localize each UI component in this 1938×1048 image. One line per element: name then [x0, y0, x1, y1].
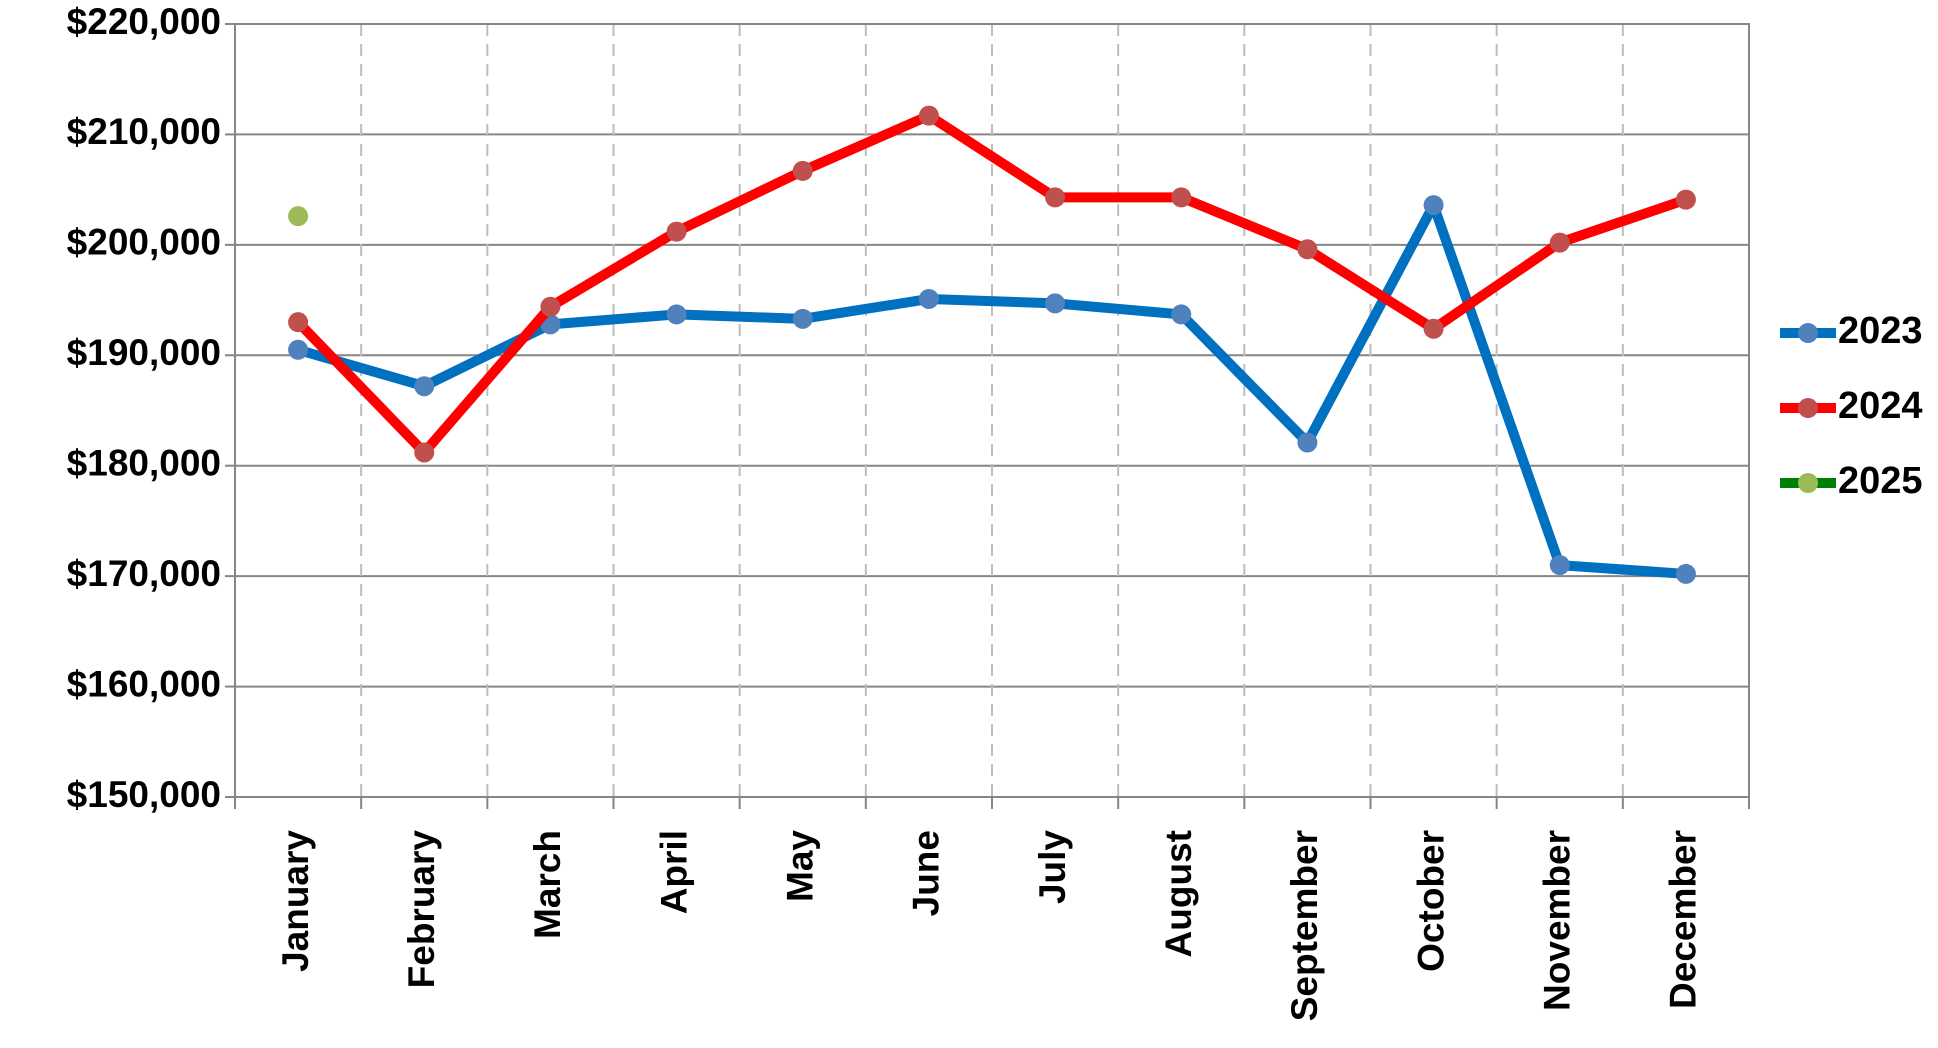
marker [1171, 304, 1192, 325]
plot-border [234, 23, 1750, 798]
marker [1045, 187, 1066, 208]
marker [792, 308, 813, 329]
marker [1549, 555, 1570, 576]
y-tick-label: $200,000 [67, 222, 221, 263]
y-tick-label: $180,000 [67, 442, 221, 483]
x-tick-label: March [527, 830, 568, 939]
marker [414, 376, 435, 397]
x-tick-label: September [1284, 830, 1325, 1021]
legend-label: 2023 [1838, 310, 1923, 352]
x-tick-label: February [401, 830, 442, 989]
y-tick-label: $220,000 [67, 1, 221, 42]
marker [918, 105, 939, 126]
marker [1549, 232, 1570, 253]
x-tick-label: December [1663, 830, 1704, 1009]
marker [1297, 239, 1318, 260]
legend-label: 2024 [1838, 385, 1923, 427]
legend-marker [1798, 473, 1818, 493]
y-tick-label: $160,000 [67, 663, 221, 704]
marker [540, 296, 561, 317]
x-tick-label: April [653, 830, 694, 914]
legend-marker [1798, 398, 1818, 418]
x-tick-label: August [1158, 830, 1199, 957]
series-line [294, 110, 1688, 458]
marker [288, 206, 309, 227]
marker [666, 304, 687, 325]
marker [1423, 318, 1444, 339]
marker [918, 288, 939, 309]
marker [666, 221, 687, 242]
marker [1675, 189, 1696, 210]
x-tick-label: January [275, 830, 316, 972]
y-tick-label: $210,000 [67, 111, 221, 152]
y-tick-label: $190,000 [67, 332, 221, 373]
legend-label: 2025 [1838, 460, 1923, 502]
marker [288, 312, 309, 333]
marker [414, 442, 435, 463]
x-tick-label: October [1410, 830, 1451, 972]
marker [1171, 187, 1192, 208]
marker [1297, 432, 1318, 453]
marker [1423, 195, 1444, 216]
y-tick-label: $150,000 [67, 774, 221, 815]
legend-marker [1798, 323, 1818, 343]
x-tick-label: May [780, 830, 821, 902]
marker [288, 339, 309, 360]
x-tick-label: July [1032, 830, 1073, 904]
marker [1045, 293, 1066, 314]
x-tick-label: November [1537, 830, 1578, 1011]
marker [792, 160, 813, 181]
y-tick-label: $170,000 [67, 553, 221, 594]
marker [1675, 563, 1696, 584]
x-tick-label: June [906, 830, 947, 916]
